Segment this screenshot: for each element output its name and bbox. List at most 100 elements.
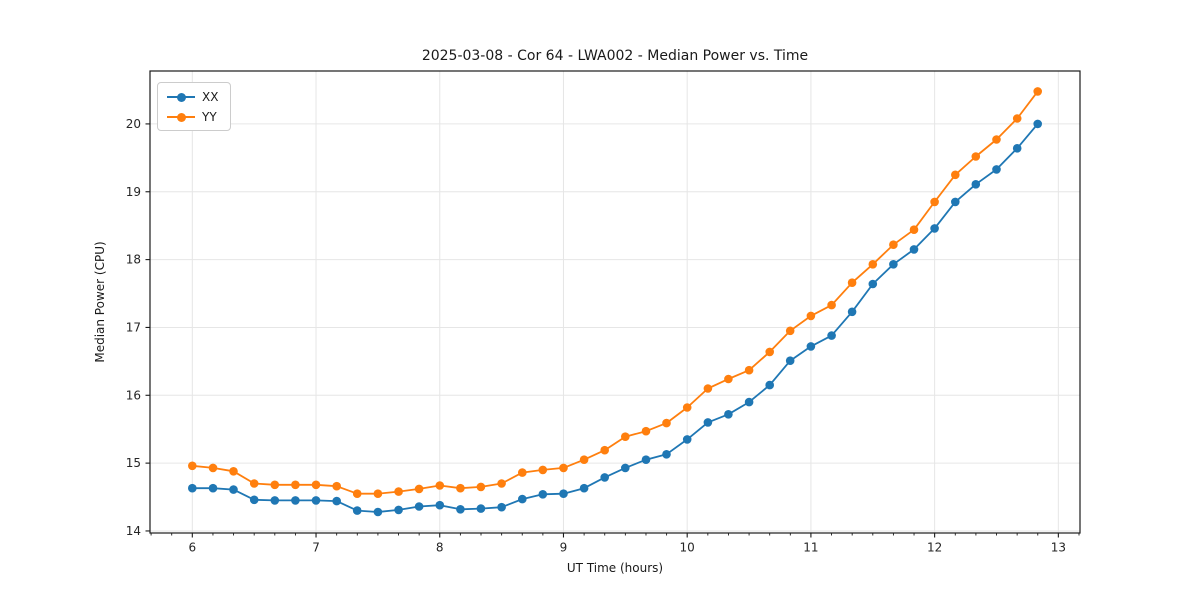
legend-label-xx: XX bbox=[202, 89, 219, 104]
data-point-yy bbox=[971, 152, 981, 161]
x-tick-label: 13 bbox=[1051, 541, 1066, 555]
data-point-yy bbox=[806, 311, 816, 321]
data-point-yy bbox=[559, 463, 568, 473]
data-point-yy bbox=[249, 479, 259, 488]
data-point-yy bbox=[889, 240, 898, 249]
data-point-xx bbox=[600, 473, 609, 482]
data-point-xx bbox=[641, 455, 651, 465]
data-point-yy bbox=[476, 482, 486, 492]
data-point-yy bbox=[579, 455, 589, 465]
data-point-yy bbox=[332, 481, 342, 491]
legend[interactable]: XX YY bbox=[157, 82, 232, 131]
data-point-yy bbox=[992, 135, 1001, 144]
x-tick-label: 7 bbox=[312, 541, 320, 555]
data-point-xx bbox=[435, 500, 445, 510]
data-point-xx bbox=[188, 483, 197, 493]
legend-label-yy: YY bbox=[202, 109, 217, 124]
data-point-xx bbox=[311, 496, 321, 505]
chart-title: 2025-03-08 - Cor 64 - LWA002 - Median Po… bbox=[421, 48, 809, 64]
data-point-yy bbox=[909, 225, 919, 234]
data-point-yy bbox=[456, 483, 465, 493]
data-point-yy bbox=[847, 278, 857, 288]
data-point-yy bbox=[641, 426, 651, 436]
data-point-xx bbox=[827, 331, 836, 340]
data-point-yy bbox=[1012, 114, 1022, 123]
series-line-xx bbox=[192, 123, 1039, 513]
data-point-xx bbox=[971, 180, 981, 189]
data-point-xx bbox=[559, 489, 568, 499]
y-tick-label: 18 bbox=[126, 253, 141, 267]
legend-entry-xx: XX bbox=[167, 88, 218, 105]
data-point-xx bbox=[208, 483, 218, 493]
data-point-xx bbox=[930, 224, 939, 233]
data-point-yy bbox=[682, 403, 692, 412]
data-point-yy bbox=[518, 468, 527, 477]
data-point-xx bbox=[868, 279, 878, 289]
data-point-xx bbox=[621, 463, 630, 473]
data-point-yy bbox=[538, 465, 548, 475]
y-tick-label: 16 bbox=[126, 388, 141, 402]
data-point-yy bbox=[785, 326, 795, 336]
data-point-xx bbox=[476, 504, 486, 513]
data-point-xx bbox=[456, 505, 465, 514]
x-tick-label: 11 bbox=[803, 541, 818, 555]
plot-border bbox=[149, 70, 1081, 534]
legend-marker-yy-icon bbox=[167, 108, 195, 125]
data-point-xx bbox=[373, 507, 383, 517]
data-point-yy bbox=[373, 489, 383, 499]
y-tick-label: 19 bbox=[126, 185, 141, 199]
data-point-xx bbox=[806, 342, 816, 351]
data-point-xx bbox=[352, 506, 362, 515]
data-point-xx bbox=[909, 245, 919, 254]
y-tick-label: 17 bbox=[126, 320, 141, 334]
x-axis-label: UT Time (hours) bbox=[566, 561, 664, 575]
x-tick-label: 10 bbox=[680, 541, 695, 555]
data-point-xx bbox=[724, 410, 733, 419]
data-point-xx bbox=[992, 165, 1001, 174]
y-tick-label: 14 bbox=[126, 524, 141, 538]
x-tick-label: 9 bbox=[560, 541, 568, 555]
data-point-xx bbox=[951, 197, 960, 207]
legend-entry-yy: YY bbox=[167, 108, 218, 125]
data-point-xx bbox=[270, 496, 280, 505]
data-point-yy bbox=[414, 484, 424, 494]
data-point-yy bbox=[435, 481, 445, 490]
data-point-xx bbox=[291, 496, 300, 505]
data-point-yy bbox=[394, 487, 403, 496]
data-point-yy bbox=[352, 489, 362, 499]
data-point-yy bbox=[600, 445, 609, 455]
data-point-xx bbox=[518, 494, 527, 504]
data-point-xx bbox=[538, 490, 548, 499]
data-point-yy bbox=[765, 347, 774, 357]
data-point-yy bbox=[208, 463, 218, 473]
data-point-xx bbox=[889, 260, 898, 269]
series-line-yy bbox=[192, 90, 1039, 495]
data-point-yy bbox=[497, 479, 506, 488]
data-point-yy bbox=[951, 170, 960, 180]
data-point-yy bbox=[827, 300, 836, 310]
data-point-xx bbox=[785, 356, 795, 366]
data-point-xx bbox=[765, 380, 774, 390]
data-point-yy bbox=[311, 480, 321, 490]
data-point-xx bbox=[1012, 144, 1022, 153]
data-point-xx bbox=[847, 307, 857, 317]
data-point-yy bbox=[291, 480, 300, 490]
data-point-yy bbox=[930, 197, 939, 207]
data-point-xx bbox=[1033, 119, 1042, 129]
data-point-yy bbox=[270, 480, 280, 490]
data-point-xx bbox=[662, 450, 671, 459]
data-point-yy bbox=[188, 461, 197, 471]
data-point-xx bbox=[229, 485, 238, 494]
data-point-xx bbox=[497, 502, 506, 512]
x-tick-label: 6 bbox=[188, 541, 196, 555]
data-point-xx bbox=[579, 483, 589, 493]
data-point-yy bbox=[868, 260, 878, 269]
data-point-yy bbox=[703, 384, 713, 393]
data-point-xx bbox=[414, 502, 424, 511]
x-tick-label: 8 bbox=[436, 541, 444, 555]
data-point-xx bbox=[394, 505, 403, 515]
data-point-yy bbox=[724, 374, 733, 384]
data-point-yy bbox=[621, 432, 630, 442]
